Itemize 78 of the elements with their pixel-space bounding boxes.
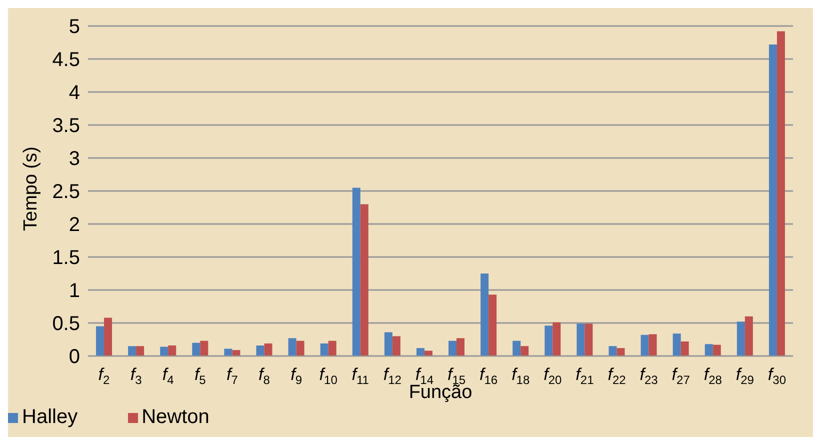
- x-tick-label: f$_{9}$: [290, 365, 302, 387]
- bar: [552, 322, 561, 356]
- bar: [768, 44, 777, 356]
- x-tick-label: f$_{20}$: [544, 365, 562, 387]
- x-tick-label: f$_{22}$: [608, 365, 626, 387]
- bar: [384, 332, 392, 356]
- y-axis-title: Tempo (s): [20, 146, 42, 231]
- x-tick-label: f$_{10}$: [319, 365, 338, 387]
- bar: [168, 345, 176, 356]
- y-tick-label: 2.5: [52, 181, 80, 204]
- bar: [224, 348, 232, 356]
- bar: [328, 340, 336, 356]
- y-tick-label: 3: [68, 148, 80, 170]
- bar: [640, 334, 649, 356]
- x-tick-label: f$_{16}$: [480, 365, 498, 387]
- x-tick-label: f$_{3}$: [130, 365, 142, 387]
- bar: [776, 31, 785, 356]
- bar: [320, 343, 328, 356]
- bar: [104, 318, 112, 356]
- x-tick-label: f$_{21}$: [576, 365, 594, 387]
- bar: [96, 326, 104, 356]
- bar: [456, 338, 465, 356]
- x-tick-label: f$_{12}$: [383, 365, 402, 387]
- y-tick-label: 3.5: [52, 115, 80, 138]
- bar: [712, 344, 721, 356]
- x-tick-label: f$_{23}$: [640, 365, 658, 387]
- bar: [512, 340, 521, 356]
- bar: [360, 204, 368, 356]
- y-tick-label: 1: [68, 280, 80, 302]
- bar: [256, 345, 264, 356]
- x-tick-label: f$_{11}$: [352, 365, 370, 387]
- bar: [448, 340, 457, 356]
- x-tick-label: f$_{5}$: [194, 365, 206, 387]
- bar: [232, 350, 240, 356]
- bar: [392, 336, 400, 356]
- x-tick-label: f$_{28}$: [704, 365, 722, 387]
- y-tick-label: 1.5: [52, 247, 80, 270]
- x-tick-label: f$_{4}$: [162, 365, 174, 387]
- bar: [480, 274, 489, 356]
- bar: [736, 322, 745, 356]
- bar: [608, 346, 617, 356]
- bar: [424, 350, 432, 356]
- x-tick-label: f$_{29}$: [736, 365, 754, 387]
- bar: [672, 334, 681, 356]
- bar: [576, 324, 585, 356]
- y-tick-label: 0.5: [52, 313, 80, 336]
- y-tick-label: 0: [68, 346, 80, 368]
- bar: [648, 334, 657, 356]
- x-tick-label: f$_{7}$: [226, 365, 238, 387]
- bar: [544, 326, 553, 356]
- bar: [160, 346, 168, 356]
- bar: [296, 340, 304, 356]
- bar: [288, 338, 296, 356]
- legend-label: Halley: [22, 406, 78, 428]
- bar: [136, 346, 144, 356]
- bar: [704, 344, 713, 356]
- bar: [744, 316, 753, 356]
- x-tick-label: f$_{18}$: [512, 365, 530, 387]
- y-tick-label: 4: [68, 82, 80, 104]
- bar: [584, 324, 593, 356]
- bar: [264, 343, 272, 356]
- x-tick-label: f$_{2}$: [98, 365, 110, 387]
- x-tick-label: f$_{27}$: [672, 365, 690, 387]
- bar: [128, 346, 136, 356]
- y-tick-label: 2: [68, 214, 80, 236]
- bar: [192, 342, 200, 356]
- bar: [352, 188, 360, 356]
- bar: [200, 340, 208, 356]
- legend-label: Newton: [142, 406, 210, 428]
- bar: [488, 294, 497, 356]
- bar: [520, 346, 529, 356]
- bar: [416, 348, 424, 356]
- y-tick-label: 5: [68, 16, 80, 38]
- x-tick-label: f$_{8}$: [258, 365, 270, 387]
- bar: [616, 348, 625, 356]
- x-tick-label: f$_{30}$: [768, 365, 786, 387]
- y-tick-label: 4.5: [52, 49, 80, 72]
- bar: [680, 341, 689, 356]
